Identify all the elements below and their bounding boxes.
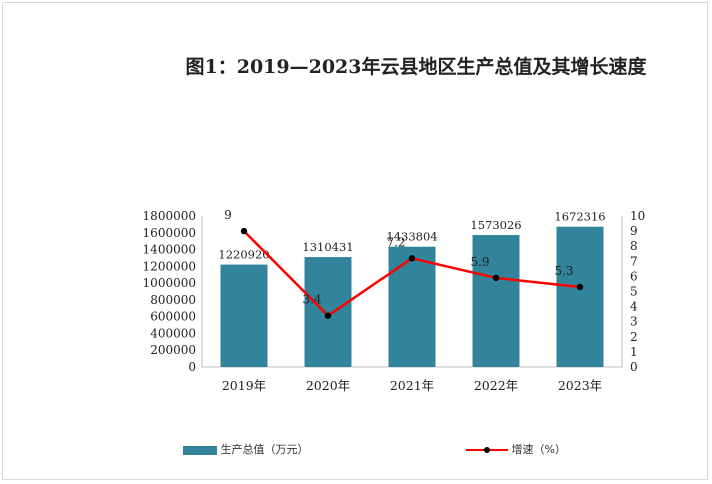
y-left-tick-label: 1400000 (143, 243, 196, 257)
y-right-tick-label: 7 (630, 254, 638, 268)
legend-item-line: 增速（%） (466, 441, 566, 457)
y-left-tick-label: 600000 (150, 310, 196, 324)
y-left-tick-label: 1000000 (143, 276, 196, 290)
line-point (408, 255, 416, 262)
x-tick-label: 2019年 (222, 378, 266, 393)
y-left-tick-label: 200000 (150, 343, 196, 357)
y-right-tick-label: 9 (630, 224, 638, 238)
legend-bar-label: 生产总值（万元） (220, 443, 309, 456)
y-left-tick-label: 800000 (150, 293, 196, 307)
y-left-tick-label: 0 (188, 360, 196, 374)
bar (556, 226, 604, 367)
bar-data-label: 1573026 (470, 218, 521, 232)
y-left-tick-label: 1600000 (143, 226, 196, 240)
line-point (324, 312, 332, 319)
y-right-tick-label: 2 (630, 330, 638, 344)
y-left-tick-label: 1800000 (143, 209, 196, 223)
legend-line-label: 增速（%） (511, 443, 566, 456)
bar (220, 264, 268, 367)
line-point (492, 274, 500, 282)
chart-title: 图1：2019—2023年云县地区生产总值及其增长速度 (185, 56, 647, 78)
y-right-tick-label: 5 (630, 285, 638, 299)
line-point (240, 227, 248, 235)
line-data-label: 5.9 (470, 255, 489, 269)
line-data-label: 5.3 (554, 264, 573, 278)
y-right-tick-label: 0 (630, 360, 638, 374)
y-right-tick-label: 1 (630, 345, 638, 359)
line-data-label: 9 (224, 208, 232, 222)
bar (472, 235, 520, 367)
bar (304, 257, 352, 367)
y-right-tick-label: 4 (630, 300, 638, 314)
x-tick-label: 2021年 (390, 378, 434, 393)
line-data-label: 7.2 (386, 235, 405, 249)
x-tick-label: 2020年 (306, 378, 350, 393)
line-point (576, 283, 584, 291)
legend-line-swatch (466, 447, 508, 453)
bar-data-label: 1220920 (218, 248, 269, 262)
y-right-tick-label: 6 (630, 269, 638, 283)
line-data-label: 3.4 (302, 293, 321, 307)
y-right-tick-label: 3 (630, 315, 638, 329)
legend-item-bar: 生产总值（万元） (183, 441, 309, 457)
legend-bar-swatch (183, 445, 217, 455)
bar-data-label: 1433804 (386, 230, 437, 244)
x-tick-label: 2022年 (474, 378, 518, 393)
y-left-tick-label: 1200000 (143, 259, 196, 273)
bar-data-label: 1672316 (554, 210, 605, 224)
y-right-tick-label: 8 (630, 239, 638, 253)
y-right-tick-label: 10 (630, 209, 645, 223)
y-left-tick-label: 400000 (150, 326, 196, 340)
bar-data-label: 1310431 (302, 240, 353, 254)
x-tick-label: 2023年 (558, 378, 602, 393)
bar (388, 246, 436, 367)
